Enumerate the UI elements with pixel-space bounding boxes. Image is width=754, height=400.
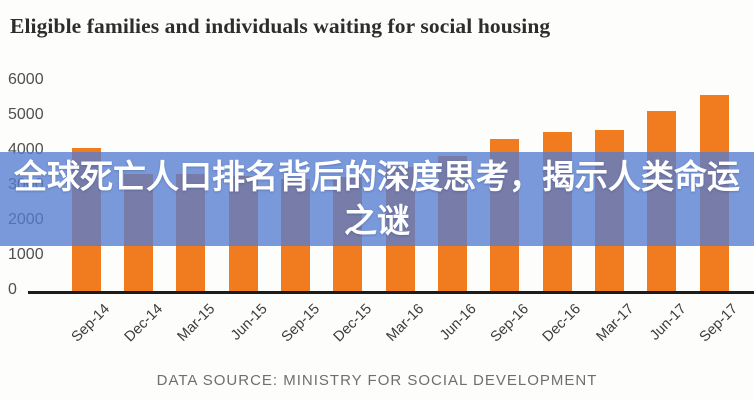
y-tick-0: 0 [8,281,17,298]
y-tick-1000: 1000 [8,246,44,263]
x-tick-Jun-15: Jun-15 [227,301,271,344]
x-tick-Mar-15: Mar-15 [174,301,219,345]
x-tick-Sep-17: Sep-17 [697,301,742,346]
x-tick-Jun-16: Jun-16 [437,301,480,344]
x-tick-Dec-15: Dec-15 [330,301,376,346]
x-tick-Sep-15: Sep-15 [278,301,323,346]
x-tick-Dec-14: Dec-14 [121,301,166,346]
x-tick-Jun-17: Jun-17 [646,301,690,344]
data-source-label: DATA SOURCE: MINISTRY FOR SOCIAL DEVELOP… [156,372,598,389]
caption-overlay-line2: 之谜 [344,202,410,239]
x-tick-Mar-16: Mar-16 [383,301,428,345]
x-axis-line [28,291,754,294]
y-tick-5000: 5000 [8,106,44,123]
y-tick-6000: 6000 [8,71,44,88]
x-tick-Sep-16: Sep-16 [487,301,533,346]
caption-overlay-band: 全球死亡人口排名背后的深度思考，揭示人类命运 之谜 [0,152,754,246]
x-tick-Mar-17: Mar-17 [593,301,637,345]
chart-title: Eligible families and individuals waitin… [10,14,551,38]
x-tick-Dec-16: Dec-16 [540,301,585,346]
x-tick-Sep-14: Sep-14 [68,301,114,346]
caption-overlay-line1: 全球死亡人口排名背后的深度思考，揭示人类命运 [14,158,740,195]
